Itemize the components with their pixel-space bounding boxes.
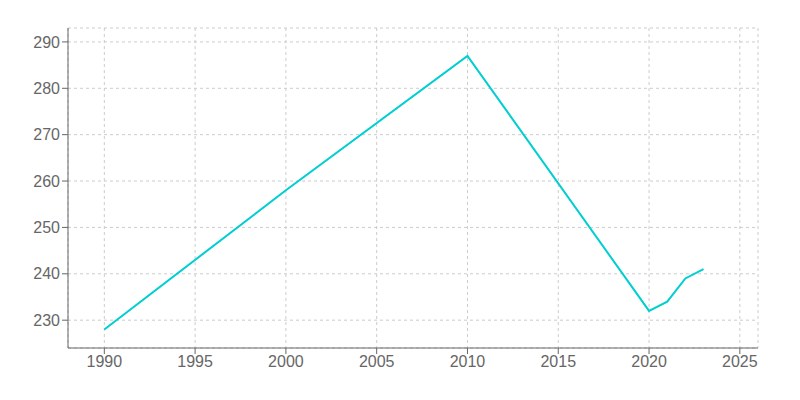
svg-text:2000: 2000: [268, 353, 304, 370]
svg-text:1990: 1990: [87, 353, 123, 370]
svg-text:2020: 2020: [631, 353, 667, 370]
svg-text:2015: 2015: [540, 353, 576, 370]
svg-text:240: 240: [33, 265, 60, 282]
svg-text:250: 250: [33, 219, 60, 236]
svg-text:290: 290: [33, 34, 60, 51]
svg-text:280: 280: [33, 80, 60, 97]
svg-text:270: 270: [33, 126, 60, 143]
svg-text:260: 260: [33, 173, 60, 190]
svg-text:2010: 2010: [450, 353, 486, 370]
svg-text:2025: 2025: [722, 353, 758, 370]
svg-text:1995: 1995: [177, 353, 213, 370]
svg-text:230: 230: [33, 312, 60, 329]
svg-text:2005: 2005: [359, 353, 395, 370]
